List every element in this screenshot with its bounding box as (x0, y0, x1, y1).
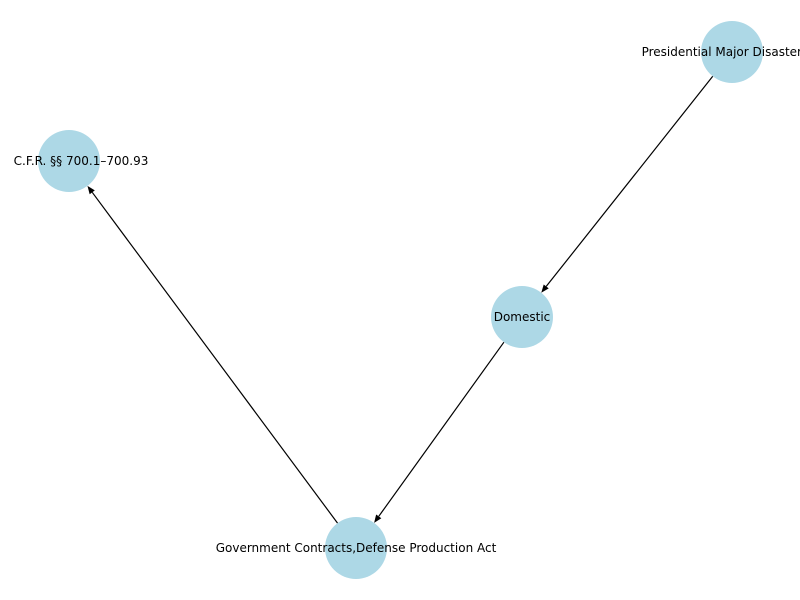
edges-layer (87, 75, 714, 524)
node-domestic-circle (491, 286, 553, 348)
node-domestic: Domestic (491, 286, 553, 348)
edge-line (91, 191, 339, 524)
edge-disaster-to-domestic (541, 75, 714, 293)
node-cfr-circle (38, 130, 100, 192)
arrowhead-icon (374, 514, 382, 523)
edge-line (545, 75, 714, 287)
node-disaster-label: Presidential Major Disaster De (642, 45, 800, 59)
arrowhead-icon (87, 185, 95, 195)
node-cfr: C.F.R. §§ 700.1–700.93 (14, 130, 149, 192)
node-contracts-label: Government Contracts,Defense Production … (216, 541, 497, 555)
node-cfr-label: C.F.R. §§ 700.1–700.93 (14, 154, 149, 168)
edge-domestic-to-contracts (374, 341, 505, 523)
node-disaster: Presidential Major Disaster De (642, 21, 800, 83)
nodes-layer: Presidential Major Disaster De C.F.R. §§… (14, 21, 800, 579)
arrowhead-icon (541, 284, 549, 293)
node-disaster-circle (701, 21, 763, 83)
node-domestic-label: Domestic (494, 310, 551, 324)
node-contracts: Government Contracts,Defense Production … (216, 517, 497, 579)
node-contracts-circle (325, 517, 387, 579)
edge-contracts-to-cfr (87, 185, 339, 524)
edge-line (378, 341, 505, 517)
